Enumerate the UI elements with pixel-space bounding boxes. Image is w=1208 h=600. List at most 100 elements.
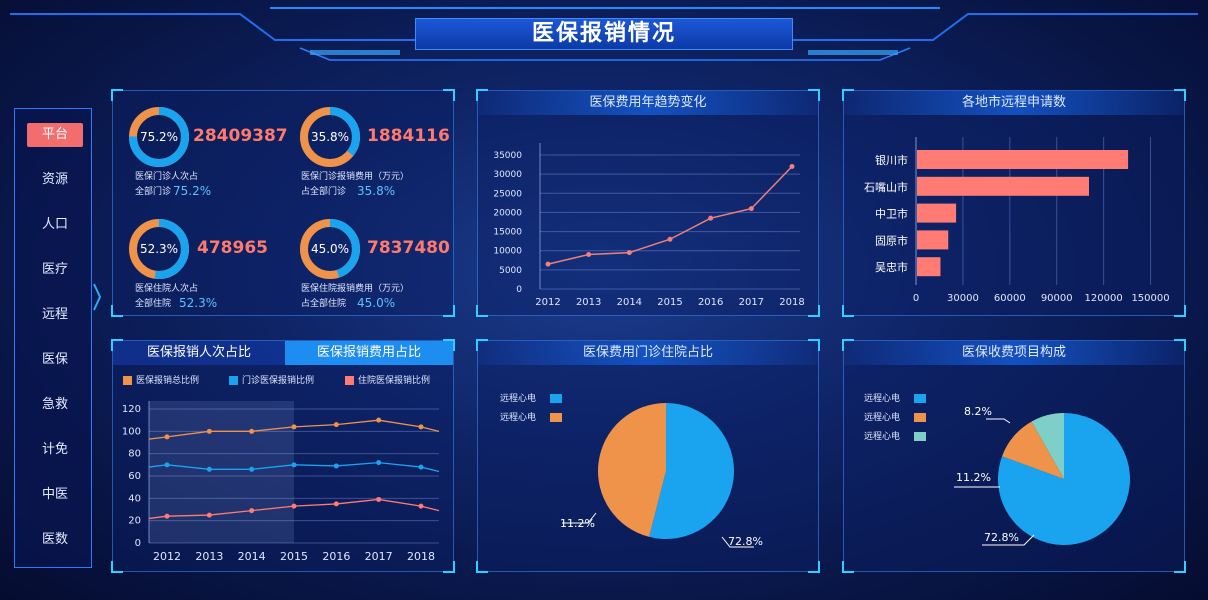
legend-total: 医保报销总比例 <box>123 373 199 386</box>
city-label: 固原市 <box>875 233 908 247</box>
kpi-sublabel: 全部门诊 <box>135 187 172 197</box>
legend-swatch <box>229 376 238 385</box>
label-leader <box>562 512 597 524</box>
kpi-percent: 45.0% <box>357 296 396 310</box>
trend-point <box>586 252 592 258</box>
sidebar-item-resources[interactable]: 资源 <box>41 172 68 187</box>
ratio-point <box>206 512 212 518</box>
pie-label: 8.2% <box>964 405 992 418</box>
y-tick-label: 5000 <box>499 266 522 276</box>
y-tick-label: 20000 <box>493 208 522 218</box>
sidebar-item-emergency[interactable]: 急救 <box>41 397 68 412</box>
pie-label: 72.8% <box>728 535 763 548</box>
ratio-point <box>418 464 424 470</box>
sidebar-item-platform[interactable]: 平台 <box>27 123 83 147</box>
x-tick-label: 2015 <box>657 297 682 308</box>
trend-point <box>789 163 795 169</box>
city-label: 中卫市 <box>875 207 908 221</box>
ratio-point <box>164 513 170 519</box>
x-tick-label: 2018 <box>407 550 435 563</box>
kpi-label: 医保住院人次占 <box>135 284 199 294</box>
x-tick-label: 2017 <box>365 550 393 563</box>
y-tick-label: 20 <box>128 516 141 527</box>
pie1-title: 医保费用门诊住院占比 <box>478 341 818 365</box>
ratio-point <box>164 462 170 468</box>
kpi-ring-label: 45.0% <box>310 242 350 256</box>
trend-point <box>667 236 673 242</box>
x-tick-label: 90000 <box>1041 293 1073 304</box>
x-tick-label: 2016 <box>698 297 723 308</box>
legend-outpatient: 门诊医保报销比例 <box>229 373 314 386</box>
legend-swatch <box>914 413 927 422</box>
city-label: 吴忠市 <box>875 260 908 274</box>
y-tick-label: 25000 <box>493 189 522 199</box>
legend-swatch <box>345 376 354 385</box>
pie1-chart: 11.2% 72.8% <box>560 403 763 548</box>
sidebar-item-insurance[interactable]: 医保 <box>41 352 68 367</box>
pie1-panel: 医保费用门诊住院占比 远程心电 远程心电 11.2% 72.8% <box>476 339 820 573</box>
header-frame <box>10 7 1198 61</box>
y-tick-label: 0 <box>516 285 522 295</box>
pie-label: 11.2% <box>560 517 595 530</box>
sidebar-item-population[interactable]: 人口 <box>41 217 68 232</box>
ratio-point <box>376 460 382 466</box>
y-tick-label: 15000 <box>493 228 522 238</box>
tab-cost-ratio[interactable]: 医保报销费用占比 <box>285 341 453 365</box>
kpi-ring-label: 35.8% <box>310 130 350 144</box>
city-bar <box>917 203 957 223</box>
ratio-point <box>333 422 339 428</box>
kpi-value: 7837480 <box>367 238 450 258</box>
kpi-ring-label: 75.2% <box>139 130 179 144</box>
pie2-legend-item: 远程心电 <box>864 429 930 442</box>
sidebar-toggle-icon[interactable] <box>92 282 102 312</box>
pie2-legend-item: 远程心电 <box>864 391 930 404</box>
legend-swatch <box>914 394 927 403</box>
legend-label: 远程心电 <box>864 394 901 404</box>
ratio-point <box>249 428 255 434</box>
trend-point <box>708 215 714 221</box>
y-tick-label: 40 <box>128 493 141 504</box>
city-bar-chart: 0 30000 60000 90000 120000 150000 银川市石嘴山市中卫市固原… <box>864 137 1170 304</box>
ratio-point <box>291 462 297 468</box>
ratio-point <box>333 501 339 507</box>
kpi-ring-outpatient-cost <box>300 107 360 167</box>
x-tick-label: 2017 <box>739 297 764 308</box>
x-tick-label: 2014 <box>238 550 266 563</box>
ratio-line-chart: 0 20 40 60 80 100 120 2012 2013 2014 2015 2016 2017 2… <box>122 401 440 563</box>
tab-visit-ratio[interactable]: 医保报销人次占比 <box>113 341 285 365</box>
x-tick-label: 2016 <box>322 550 350 563</box>
sidebar-item-medical[interactable]: 医疗 <box>41 262 68 277</box>
legend-label: 远程心电 <box>500 394 537 404</box>
pie-slice <box>1031 413 1064 479</box>
pie-label: 11.2% <box>956 471 991 484</box>
ring-progress <box>129 107 189 167</box>
kpi-panel: 75.2% 28409387 医保门诊人次占 全部门诊 75.2% 35.8% … <box>111 89 455 317</box>
ring-progress <box>129 219 189 279</box>
x-tick-label: 2012 <box>535 297 560 308</box>
trend-series-line <box>547 165 793 265</box>
y-tick-label: 35000 <box>493 151 522 161</box>
city-title: 各地市远程申请数 <box>844 91 1184 115</box>
sidebar-item-tcm[interactable]: 中医 <box>41 487 68 502</box>
pie-label: 72.8% <box>984 531 1019 544</box>
kpi-value: 478965 <box>197 238 268 258</box>
ratio-point <box>376 417 382 423</box>
x-tick-label: 120000 <box>1085 293 1123 304</box>
sidebar-item-immunization[interactable]: 计免 <box>41 442 68 457</box>
trend-title: 医保费用年趋势变化 <box>478 91 818 115</box>
ratio-point <box>206 428 212 434</box>
trend-panel: 医保费用年趋势变化 0 5000 10000 15000 20000 25000 30000… <box>476 89 820 317</box>
x-tick-label: 60000 <box>994 293 1026 304</box>
city-bar <box>917 230 949 250</box>
label-leader <box>721 536 754 548</box>
kpi-ring-inpatient-cost <box>300 219 360 279</box>
ratio-panel: 医保报销人次占比 医保报销费用占比 医保报销总比例 门诊医保报销比例 住院医保报… <box>111 339 455 573</box>
kpi-ring-label: 52.3% <box>139 242 179 256</box>
city-label: 石嘴山市 <box>864 180 908 194</box>
sidebar-item-remote[interactable]: 远程 <box>41 307 68 322</box>
ring-progress <box>300 219 360 279</box>
city-panel: 各地市远程申请数 0 30000 60000 90000 120000 150000 银川市… <box>842 89 1186 317</box>
x-tick-label: 2018 <box>779 297 804 308</box>
sidebar-item-medical-data[interactable]: 医数 <box>41 532 68 547</box>
label-leader <box>986 418 1011 424</box>
